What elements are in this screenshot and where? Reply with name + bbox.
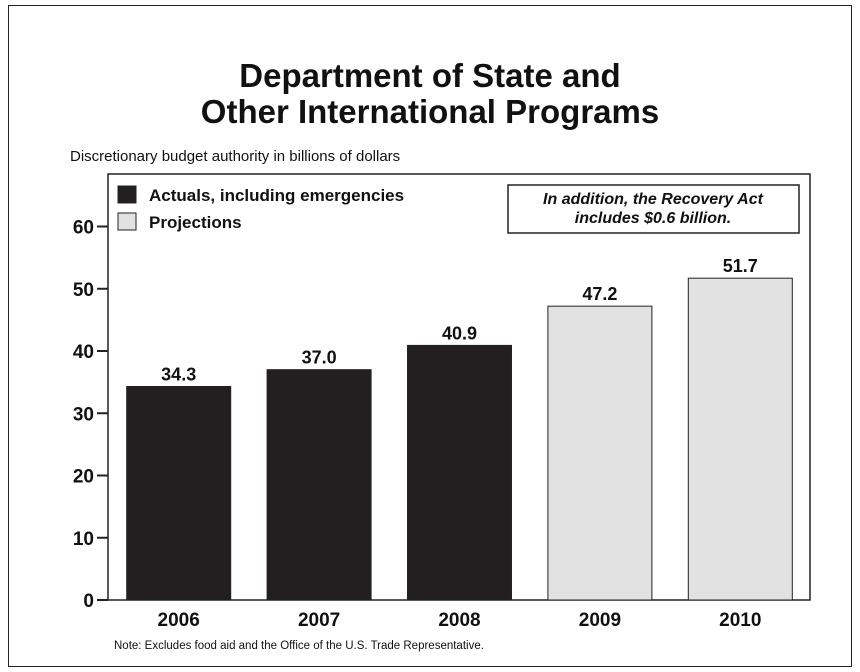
y-tick-label: 40 xyxy=(73,342,94,363)
bar-2007 xyxy=(266,369,372,601)
x-tick-label: 2008 xyxy=(438,610,480,631)
x-tick-label: 2009 xyxy=(579,610,621,631)
x-axis: 2006 2007 2008 2009 2010 xyxy=(158,610,762,631)
x-tick-label: 2010 xyxy=(719,610,761,631)
legend-swatch-projections xyxy=(117,212,137,231)
bar-value-label: 40.9 xyxy=(442,323,477,343)
x-tick-label: 2006 xyxy=(158,610,200,631)
y-tick-label: 50 xyxy=(73,280,94,301)
annotation-border xyxy=(507,184,800,234)
bar-value-label: 47.2 xyxy=(582,284,617,304)
bar-2006 xyxy=(126,385,232,601)
bar-value-label: 37.0 xyxy=(302,348,337,368)
y-tick-label: 0 xyxy=(83,591,94,612)
y-tick-label: 10 xyxy=(73,529,94,550)
y-tick-label: 20 xyxy=(73,467,94,488)
bar-2009 xyxy=(547,305,653,601)
annotation-box: In addition, the Recovery Act includes $… xyxy=(507,184,800,234)
annotation-line-1: In addition, the Recovery Act xyxy=(543,191,764,208)
chart-frame xyxy=(8,5,852,667)
legend-swatch-actuals xyxy=(117,185,137,204)
y-tick-label: 60 xyxy=(73,218,94,239)
chart-title: Department of State and Other Internatio… xyxy=(0,58,860,130)
chart-subtitle: Discretionary budget authority in billio… xyxy=(70,148,401,165)
legend-label-projections: Projections xyxy=(149,213,242,232)
legend: Actuals, including emergencies Projectio… xyxy=(117,185,404,232)
bar-value-label: 34.3 xyxy=(161,364,196,384)
x-tick-label: 2007 xyxy=(298,610,340,631)
y-axis: 0 10 20 30 40 50 60 xyxy=(73,218,108,612)
bar-value-label: 51.7 xyxy=(723,256,758,276)
chart-note: Note: Excludes food aid and the Office o… xyxy=(114,640,484,652)
chart-title-line-1: Department of State and xyxy=(239,57,621,94)
chart-title-line-2: Other International Programs xyxy=(200,93,660,130)
y-tick-label: 30 xyxy=(73,404,94,425)
bars: 34.3 37.0 40.9 47.2 51.7 xyxy=(126,256,793,601)
bar-2008 xyxy=(407,344,512,601)
annotation-line-2: includes $0.6 billion. xyxy=(575,210,731,227)
bar-2010 xyxy=(687,277,793,601)
legend-label-actuals: Actuals, including emergencies xyxy=(149,186,404,205)
